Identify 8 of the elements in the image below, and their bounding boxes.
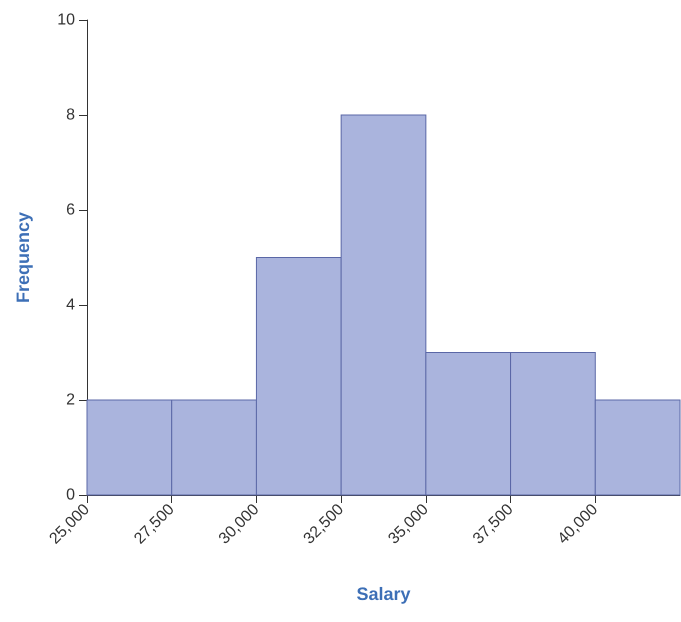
y-tick-label: 0 <box>66 486 76 504</box>
x-axis-title: Salary <box>356 584 411 604</box>
y-axis-title: Frequency <box>13 212 33 304</box>
y-tick-label: 8 <box>66 106 76 124</box>
y-tick-label: 2 <box>66 392 76 408</box>
y-tick-label: 6 <box>66 202 76 218</box>
y-tick-label: 10 <box>57 12 76 28</box>
y-tick-label: 4 <box>66 296 76 314</box>
